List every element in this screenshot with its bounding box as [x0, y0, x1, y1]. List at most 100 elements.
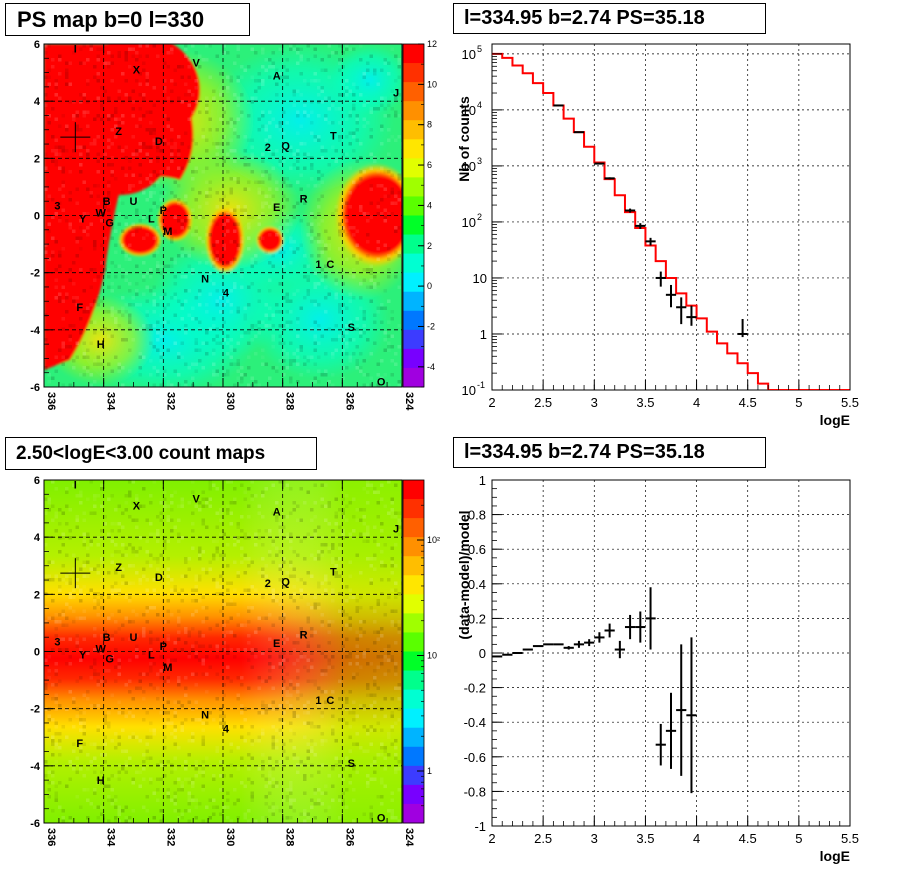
map-pixel: [282, 222, 286, 226]
map-pixel: [345, 135, 349, 139]
map-pixel: [236, 47, 240, 51]
map-pixel: [317, 686, 321, 690]
source-label: Y: [79, 213, 87, 225]
map-pixel: [54, 732, 58, 736]
map-pixel: [124, 271, 128, 275]
map-pixel: [177, 809, 181, 813]
map-pixel: [359, 296, 363, 300]
map-pixel: [180, 247, 184, 251]
map-pixel: [394, 96, 398, 100]
map-pixel: [96, 72, 100, 76]
map-pixel: [366, 662, 370, 666]
map-pixel: [275, 68, 279, 72]
map-pixel: [128, 515, 132, 519]
map-pixel: [226, 299, 230, 303]
source-label: Y: [79, 649, 87, 661]
map-pixel: [149, 275, 153, 279]
map-pixel: [187, 103, 191, 107]
map-pixel: [89, 194, 93, 198]
map-pixel: [240, 240, 244, 244]
map-pixel: [383, 96, 387, 100]
map-pixel: [107, 595, 111, 599]
map-pixel: [278, 662, 282, 666]
map-pixel: [306, 44, 310, 48]
map-pixel: [229, 511, 233, 515]
map-pixel: [191, 795, 195, 799]
map-pixel: [289, 739, 293, 743]
map-pixel: [296, 553, 300, 557]
map-pixel: [156, 173, 160, 177]
map-pixel: [341, 532, 345, 536]
map-pixel: [142, 574, 146, 578]
map-pixel: [240, 529, 244, 533]
map-pixel: [58, 215, 62, 219]
map-pixel: [345, 233, 349, 237]
map-pixel: [100, 637, 104, 641]
map-pixel: [100, 753, 104, 757]
map-pixel: [44, 338, 48, 342]
map-pixel: [303, 711, 307, 715]
map-pixel: [369, 285, 373, 289]
map-pixel: [285, 320, 289, 324]
map-pixel: [156, 532, 160, 536]
map-pixel: [338, 233, 342, 237]
map-pixel: [170, 763, 174, 767]
map-pixel: [271, 254, 275, 258]
map-pixel: [100, 812, 104, 816]
map-pixel: [257, 180, 261, 184]
map-pixel: [184, 44, 188, 48]
map-pixel: [282, 480, 286, 484]
map-pixel: [173, 711, 177, 715]
map-pixel: [75, 707, 79, 711]
map-pixel: [68, 338, 72, 342]
map-pixel: [72, 296, 76, 300]
map-pixel: [110, 163, 114, 167]
map-pixel: [212, 219, 216, 223]
map-pixel: [334, 574, 338, 578]
map-pixel: [247, 732, 251, 736]
map-pixel: [303, 355, 307, 359]
map-pixel: [163, 571, 167, 575]
map-pixel: [96, 47, 100, 51]
map-pixel: [229, 348, 233, 352]
map-pixel: [240, 236, 244, 240]
map-pixel: [285, 798, 289, 802]
map-pixel: [114, 620, 118, 624]
map-pixel: [268, 177, 272, 181]
map-pixel: [82, 180, 86, 184]
map-pixel: [194, 578, 198, 582]
residual-title: l=334.95 b=2.74 PS=35.18: [453, 437, 766, 468]
map-pixel: [394, 275, 398, 279]
map-pixel: [250, 100, 254, 104]
map-pixel: [247, 634, 251, 638]
map-pixel: [166, 658, 170, 662]
map-pixel: [306, 222, 310, 226]
map-pixel: [86, 553, 90, 557]
x-tick-label: 332: [164, 392, 176, 410]
map-pixel: [201, 620, 205, 624]
map-pixel: [240, 515, 244, 519]
map-pixel: [96, 58, 100, 62]
map-pixel: [159, 676, 163, 680]
map-pixel: [184, 47, 188, 51]
map-pixel: [250, 264, 254, 268]
map-pixel: [229, 310, 233, 314]
map-pixel: [65, 75, 69, 79]
map-pixel: [212, 243, 216, 247]
map-pixel: [177, 299, 181, 303]
map-pixel: [187, 651, 191, 655]
map-pixel: [184, 201, 188, 205]
map-pixel: [114, 581, 118, 585]
map-pixel: [366, 285, 370, 289]
map-pixel: [320, 240, 324, 244]
map-pixel: [226, 665, 230, 669]
map-pixel: [334, 149, 338, 153]
map-pixel: [268, 774, 272, 778]
map-pixel: [110, 655, 114, 659]
map-pixel: [383, 306, 387, 310]
map-pixel: [124, 770, 128, 774]
map-pixel: [362, 212, 366, 216]
map-pixel: [117, 145, 121, 149]
map-pixel: [226, 142, 230, 146]
